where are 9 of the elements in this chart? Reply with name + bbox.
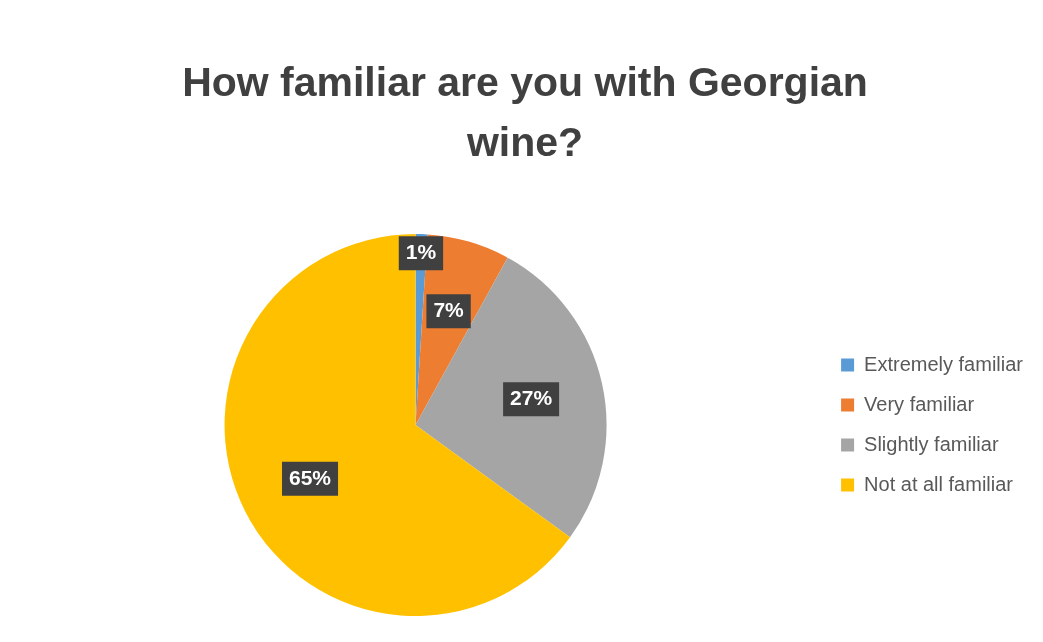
legend-label: Extremely familiar — [864, 352, 1024, 375]
data-label: 1% — [405, 239, 437, 263]
legend-label: Not at all familiar — [864, 472, 1014, 495]
legend-label: Slightly familiar — [864, 432, 999, 455]
data-label: 27% — [510, 385, 553, 409]
data-label: 7% — [433, 298, 465, 322]
data-label: 65% — [289, 465, 332, 489]
legend-label: Very familiar — [864, 392, 975, 415]
chart-title: How familiar are you with Georgian wine? — [181, 58, 869, 167]
